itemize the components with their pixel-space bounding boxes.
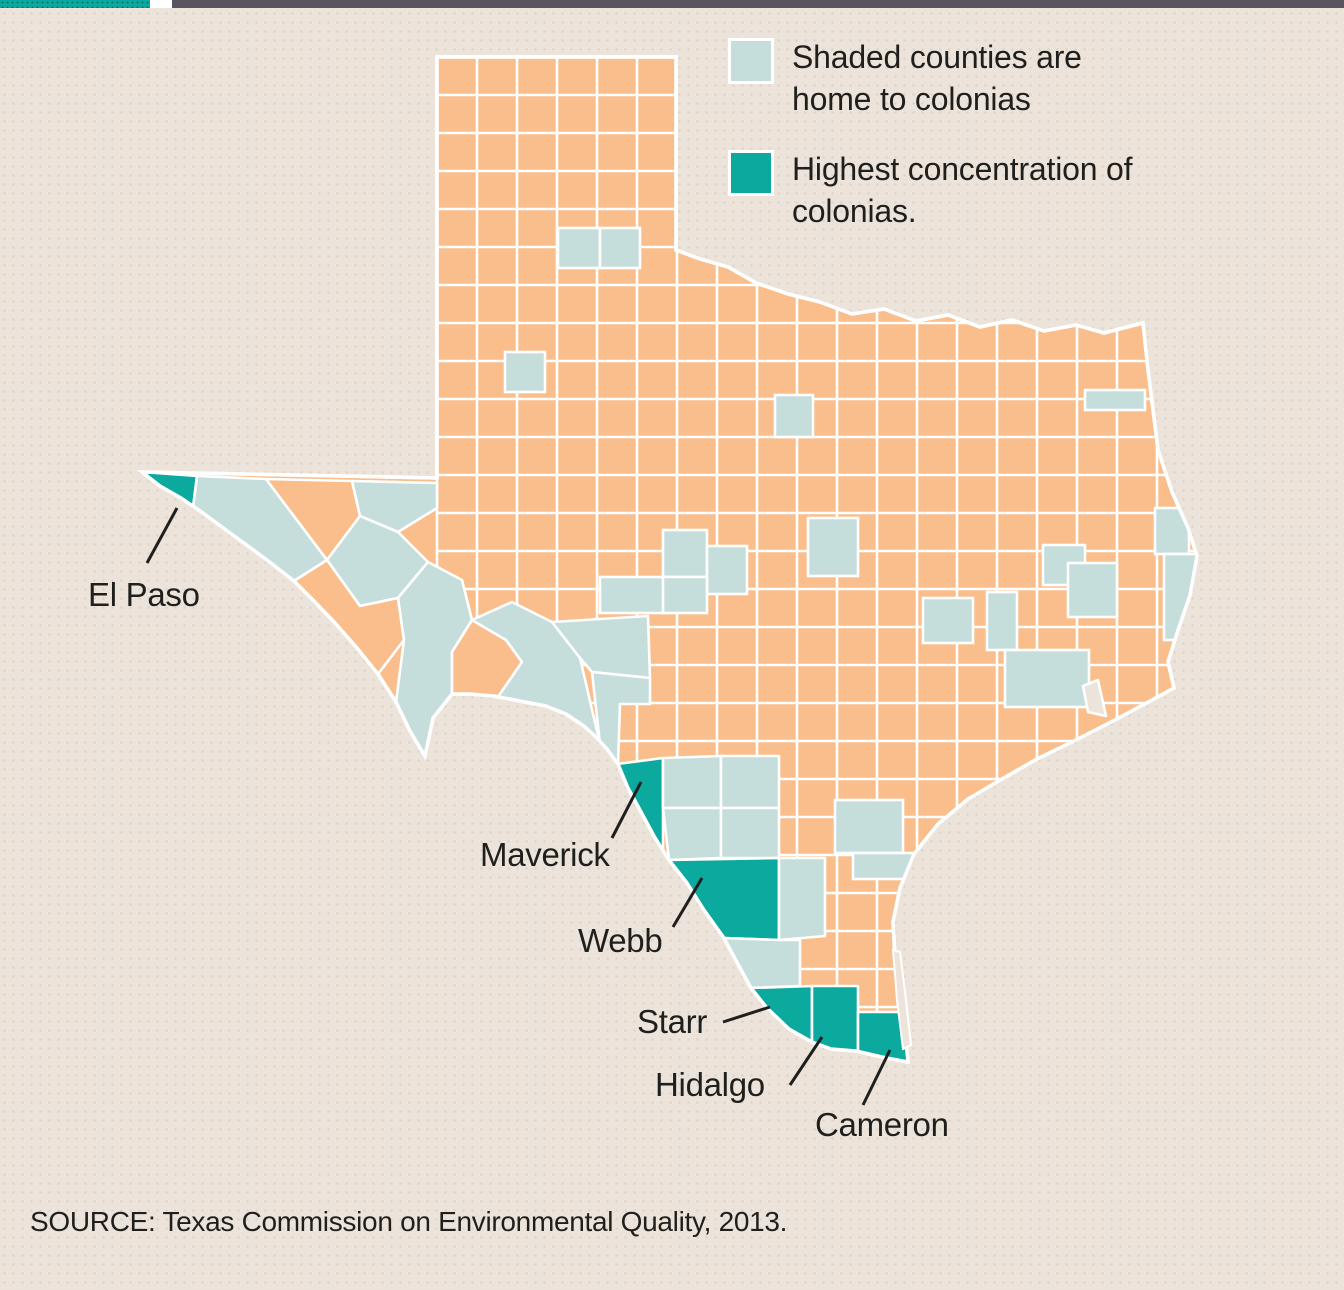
label-pointer-line (788, 1036, 824, 1086)
legend-swatch-highest (728, 150, 774, 196)
colonia-county-cell (1083, 388, 1147, 412)
legend-item-highest: Highest concentration of colonias. (728, 148, 1188, 232)
colonia-county-cell (985, 590, 1019, 652)
texas-outline (140, 55, 1199, 1064)
county-starr (749, 984, 814, 1044)
legend-label-colonia: Shaded counties are home to colonias (792, 39, 1082, 117)
county-la-salle (719, 806, 781, 860)
colonia-county-cell (661, 575, 709, 615)
county-label: Starr (637, 1003, 707, 1040)
county-label-group-hidalgo: Hidalgo (655, 1036, 824, 1103)
county-label-group-webb: Webb (578, 877, 704, 959)
county-label: Maverick (480, 836, 610, 873)
colonia-county-cell (705, 544, 749, 596)
label-pointer-line (145, 507, 179, 564)
county-webb (667, 856, 781, 942)
colonia-county-cell (598, 226, 642, 270)
county-label-group-maverick: Maverick (480, 781, 643, 873)
county-zapata-jim-hogg (722, 936, 802, 990)
county-label-group-starr: Starr (637, 1003, 771, 1040)
colonia-county-cell (921, 596, 975, 645)
legend-swatch-colonia (728, 38, 774, 84)
colonia-county-cell (851, 851, 915, 881)
label-pointer-line (722, 1005, 771, 1024)
county-galveston-bay (1081, 678, 1108, 718)
legend: Shaded counties are home to colonias Hig… (728, 36, 1188, 260)
county-label-group-cameron: Cameron (815, 1049, 949, 1143)
source-credit: SOURCE: Texas Commission on Environmenta… (30, 1206, 788, 1237)
colonia-county-cell (1003, 648, 1091, 709)
topbar-gap (150, 0, 172, 8)
colonia-county-cell (556, 226, 602, 270)
topbar-dark-segment (172, 0, 1344, 8)
county-label: Webb (578, 922, 662, 959)
label-pointer-line (610, 781, 643, 839)
padre-island (891, 948, 913, 1051)
county-label: Cameron (815, 1106, 949, 1143)
county-label-group-el-paso: El Paso (88, 507, 200, 613)
topbar-teal-segment (0, 0, 150, 8)
colonia-county-cell (833, 798, 905, 855)
colonia-county-cell (773, 393, 815, 439)
legend-item-colonias: Shaded counties are home to colonias (728, 36, 1188, 120)
colonia-county-cell (806, 516, 860, 578)
county-dimmit (661, 806, 723, 862)
colonia-county-cell (598, 575, 666, 615)
colonia-county-cell (503, 350, 547, 394)
county-zavala (661, 754, 723, 810)
label-pointer-line (861, 1049, 892, 1106)
label-pointer-line (671, 877, 704, 928)
colonia-county-cell (1066, 561, 1119, 619)
colonia-county-cell (661, 528, 709, 579)
county-frio (719, 754, 781, 810)
county-reeves (350, 479, 439, 534)
legend-label-highest: Highest concentration of colonias. (792, 151, 1133, 229)
county-label: Hidalgo (655, 1066, 765, 1103)
county-duval (777, 856, 827, 942)
county-label: El Paso (88, 576, 200, 613)
